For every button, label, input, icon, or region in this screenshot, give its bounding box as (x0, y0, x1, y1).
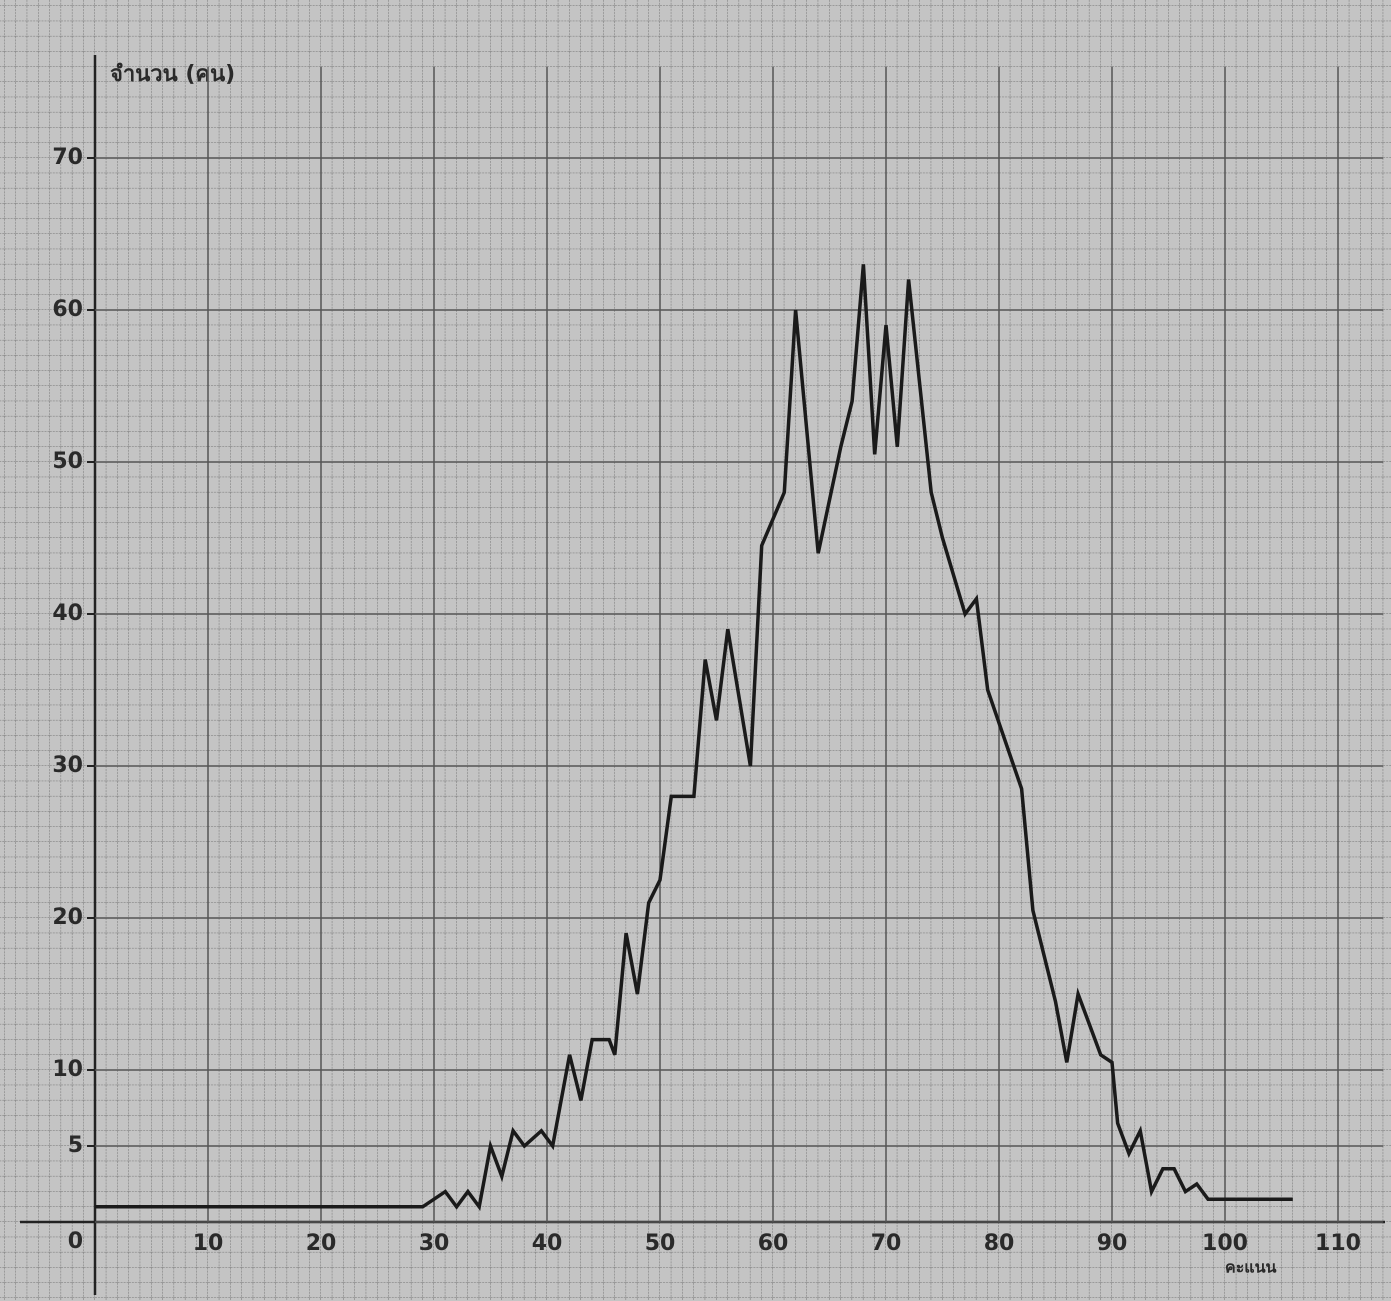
x-tick-label: 20 (306, 1231, 337, 1256)
y-axis-label: จำนวน (คน) (110, 62, 235, 87)
x-tick-label: 100 (1202, 1231, 1248, 1256)
y-tick-label: 20 (52, 905, 83, 930)
y-tick-label: 70 (52, 145, 83, 170)
y-tick-label: 60 (52, 297, 83, 322)
x-tick-label: 80 (984, 1231, 1015, 1256)
data-line (95, 264, 1293, 1212)
y-tick-label: 5 (68, 1133, 83, 1158)
x-tick-label: 30 (419, 1231, 450, 1256)
x-tick-label: 90 (1097, 1231, 1128, 1256)
x-tick-label: 10 (193, 1231, 224, 1256)
y-tick-label: 0 (68, 1229, 83, 1254)
y-tick-label: 40 (52, 601, 83, 626)
y-tick-label: 10 (52, 1057, 83, 1082)
x-tick-label: 50 (645, 1231, 676, 1256)
x-tick-label: 60 (758, 1231, 789, 1256)
x-axis-label: คะแนน (1225, 1258, 1277, 1277)
x-tick-label: 110 (1315, 1231, 1361, 1256)
y-tick-label: 50 (52, 449, 83, 474)
x-tick-label: 70 (871, 1231, 902, 1256)
x-tick-label: 40 (532, 1231, 563, 1256)
y-tick-label: 30 (52, 753, 83, 778)
